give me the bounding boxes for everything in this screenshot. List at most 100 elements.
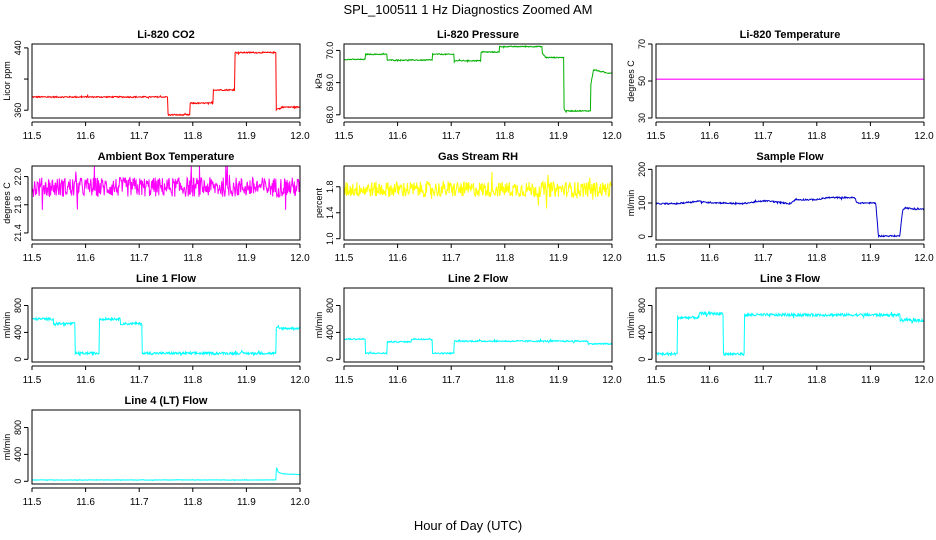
plot-frame-line-1-flow	[31, 287, 301, 363]
x-tick-label: 11.6	[388, 131, 407, 142]
x-tick-label: 11.5	[335, 375, 354, 386]
x-tick-label: 12.0	[290, 497, 310, 508]
x-tick-label: 11.7	[442, 253, 461, 264]
x-tick-label: 11.8	[183, 497, 202, 508]
y-axis-label-line-4-lt-flow: ml/min	[2, 434, 12, 461]
x-tick-label: 11.6	[76, 497, 95, 508]
series-line-sample-flow	[655, 195, 925, 239]
plot-frame-sample-flow	[655, 165, 925, 241]
y-tick-label: 100	[637, 195, 647, 210]
x-tick-label: 11.8	[495, 253, 514, 264]
y-tick-label: 360	[13, 103, 23, 118]
panel-title-li-820-temperature: Li-820 Temperature	[740, 29, 841, 41]
series-line-ambient-box-temperature	[31, 165, 301, 210]
panel-line-1-flow: Line 1 Flow ml/min 11.5 11.6 11.7 11.8 11.9 12.…	[2, 273, 310, 386]
x-tick-label: 11.5	[335, 131, 354, 142]
y-tick-label: 400	[637, 325, 647, 340]
series-line-li-820-pressure	[343, 45, 613, 114]
x-tick-label: 11.7	[130, 253, 149, 264]
y-tick-label: 50	[637, 76, 647, 86]
x-tick-label: 11.5	[335, 253, 354, 264]
panel-line-2-flow: Line 2 Flow ml/min 11.5 11.6 11.7 11.8 11.9 12.…	[314, 273, 622, 386]
x-tick-label: 11.5	[647, 131, 666, 142]
x-tick-label: 11.7	[754, 131, 773, 142]
y-tick-label: 21.8	[13, 196, 23, 214]
y-tick-label: 0	[637, 357, 647, 362]
x-tick-label: 11.6	[76, 253, 95, 264]
plot-frame-line-2-flow	[343, 287, 613, 363]
x-tick-label: 11.6	[388, 253, 407, 264]
series-line-line-4-lt-flow	[32, 466, 300, 482]
y-tick-label: 1.8	[325, 181, 335, 194]
x-tick-label: 11.9	[549, 375, 568, 386]
x-tick-label: 12.0	[914, 131, 934, 142]
x-tick-label: 11.9	[549, 131, 568, 142]
x-tick-label: 11.8	[183, 253, 202, 264]
x-tick-label: 11.6	[700, 253, 719, 264]
plot-frame-line-3-flow	[655, 287, 925, 363]
x-tick-label: 11.5	[23, 131, 42, 142]
x-tick-label: 11.9	[237, 253, 256, 264]
panel-li-820-pressure: Li-820 Pressure kPa 11.5 11.6 11.7 11.8 11.9 12…	[314, 29, 622, 142]
y-tick-label: 0	[637, 234, 647, 239]
panel-title-line-1-flow: Line 1 Flow	[136, 273, 196, 285]
figure-title: SPL_100511 1 Hz Diagnostics Zoomed AM	[343, 2, 593, 17]
x-tick-label: 12.0	[290, 131, 310, 142]
panel-title-ambient-box-temperature: Ambient Box Temperature	[98, 151, 235, 163]
x-tick-label: 11.7	[130, 497, 149, 508]
panel-li-820-co2: Li-820 CO2 Licor ppm 11.5 11.6 11.7 11.8 11.9 1…	[2, 29, 310, 142]
x-tick-label: 11.9	[861, 131, 880, 142]
y-tick-label: 200	[637, 162, 647, 177]
y-tick-label: 1.4	[325, 206, 335, 219]
x-tick-label: 12.0	[290, 253, 310, 264]
y-axis-label-li-820-pressure: kPa	[314, 73, 324, 89]
x-tick-label: 11.8	[183, 375, 202, 386]
panel-title-li-820-co2: Li-820 CO2	[137, 29, 194, 41]
panel-gas-stream-rh: Gas Stream RH percent 11.5 11.6 11.7 11.8 11.9…	[314, 151, 622, 264]
y-tick-label: 69.0	[325, 74, 335, 92]
panel-title-line-2-flow: Line 2 Flow	[448, 273, 508, 285]
y-tick-label: 400	[325, 325, 335, 340]
y-axis-label-ambient-box-temperature: degrees C	[2, 182, 12, 224]
x-tick-label: 11.9	[861, 375, 880, 386]
x-tick-label: 12.0	[914, 375, 934, 386]
x-tick-label: 11.6	[700, 131, 719, 142]
plot-frame-gas-stream-rh	[343, 165, 613, 241]
x-tick-label: 12.0	[602, 375, 622, 386]
y-tick-label: 400	[13, 447, 23, 462]
y-axis-label-gas-stream-rh: percent	[314, 187, 324, 218]
x-tick-label: 11.6	[76, 375, 95, 386]
y-axis-label-li-820-temperature: degrees C	[626, 60, 636, 102]
x-tick-label: 11.7	[130, 131, 149, 142]
series-line-line-3-flow	[655, 310, 925, 357]
y-tick-label: 800	[637, 298, 647, 313]
plot-frame-li-820-temperature	[655, 43, 925, 119]
x-tick-label: 11.8	[495, 375, 514, 386]
y-axis-label-li-820-co2: Licor ppm	[2, 61, 12, 101]
x-tick-label: 11.7	[442, 375, 461, 386]
x-tick-label: 11.9	[549, 253, 568, 264]
x-tick-label: 11.8	[807, 131, 826, 142]
y-tick-label: 21.4	[13, 224, 23, 242]
x-tick-label: 11.8	[807, 375, 826, 386]
plot-frame-line-4-lt-flow	[31, 409, 301, 485]
panel-title-line-4-lt-flow: Line 4 (LT) Flow	[125, 395, 208, 407]
x-tick-label: 11.6	[388, 375, 407, 386]
panel-title-li-820-pressure: Li-820 Pressure	[437, 29, 519, 41]
x-tick-label: 11.5	[647, 375, 666, 386]
x-tick-label: 11.5	[647, 253, 666, 264]
x-tick-label: 12.0	[914, 253, 934, 264]
y-tick-label: 70.0	[325, 42, 335, 60]
y-tick-label: 1.0	[325, 232, 335, 245]
y-tick-label: 0	[13, 357, 23, 362]
x-tick-label: 11.9	[237, 497, 256, 508]
series-line-line-2-flow	[343, 337, 612, 356]
x-tick-label: 11.5	[23, 497, 42, 508]
y-axis-label-line-3-flow: ml/min	[626, 312, 636, 339]
y-tick-label: 800	[13, 420, 23, 435]
plot-frame-li-820-pressure	[343, 43, 613, 119]
panel-title-sample-flow: Sample Flow	[756, 151, 824, 163]
x-tick-label: 11.7	[754, 253, 773, 264]
panel-ambient-box-temperature: Ambient Box Temperature degrees C 11.5 11.6…	[2, 151, 310, 264]
panel-title-gas-stream-rh: Gas Stream RH	[438, 151, 518, 163]
